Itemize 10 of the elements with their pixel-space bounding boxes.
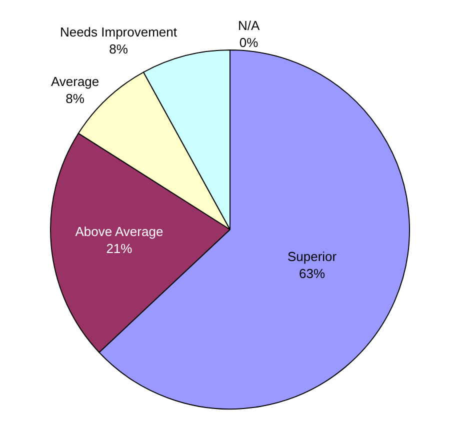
data-label: 63% — [299, 266, 326, 282]
slice-label: Average — [50, 74, 100, 90]
data-label: 8% — [109, 42, 128, 57]
data-label: 21% — [106, 240, 133, 256]
slice-label: Needs Improvement — [60, 24, 178, 40]
category-label: N/A — [238, 18, 260, 34]
data-label: 8% — [66, 91, 85, 106]
text: 0% — [239, 35, 258, 50]
slice-label: Above Average — [75, 224, 164, 240]
slice-label: Superior — [287, 249, 338, 264]
